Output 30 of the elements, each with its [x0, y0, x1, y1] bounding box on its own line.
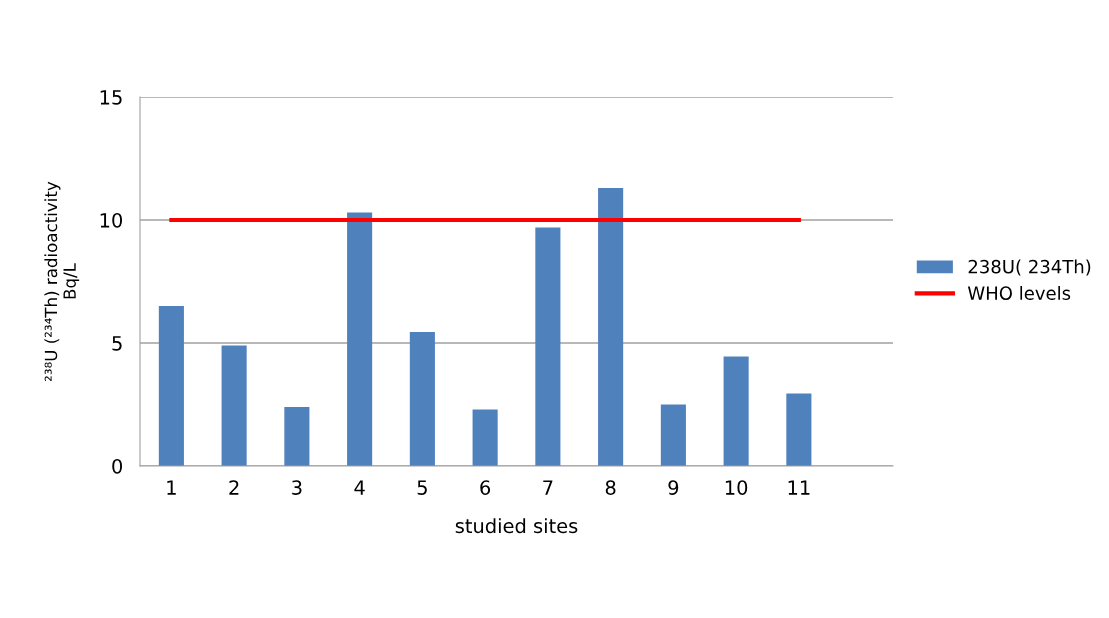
x-tick-label: 2: [229, 480, 239, 495]
legend-label: 238U( 234Th): [968, 259, 1091, 276]
bar: [786, 393, 812, 466]
x-tick-label: 3: [292, 480, 302, 495]
x-tick-label: 10: [725, 480, 748, 495]
y-axis-title: ²³⁸U (²³⁴Th) radioactivity Bq/L: [44, 181, 80, 382]
bar: [472, 409, 498, 466]
x-tick-label: 11: [788, 480, 810, 495]
y-tick-label: 0: [112, 458, 123, 474]
bar: [598, 188, 624, 466]
y-tick-label: 5: [112, 336, 122, 351]
x-tick-label: 9: [668, 480, 679, 495]
x-tick-label: 5: [417, 480, 427, 495]
y-tick-label: 15: [100, 90, 122, 105]
bar: [535, 227, 561, 466]
legend-label: WHO levels: [967, 286, 1071, 300]
bar: [284, 406, 310, 466]
x-axis-title: studied sites: [455, 518, 578, 534]
bar: [660, 404, 686, 466]
x-tick-label: 4: [354, 480, 365, 495]
bar: [221, 345, 247, 466]
x-tick-label: 6: [480, 480, 491, 495]
x-tick-label: 8: [605, 480, 616, 495]
bar: [723, 356, 749, 466]
bar: [158, 306, 184, 466]
x-tick-label: 7: [543, 480, 553, 495]
x-tick-label: 1: [167, 480, 176, 495]
bar: [409, 331, 435, 466]
y-tick-label: 10: [100, 212, 123, 228]
bar: [347, 212, 373, 466]
